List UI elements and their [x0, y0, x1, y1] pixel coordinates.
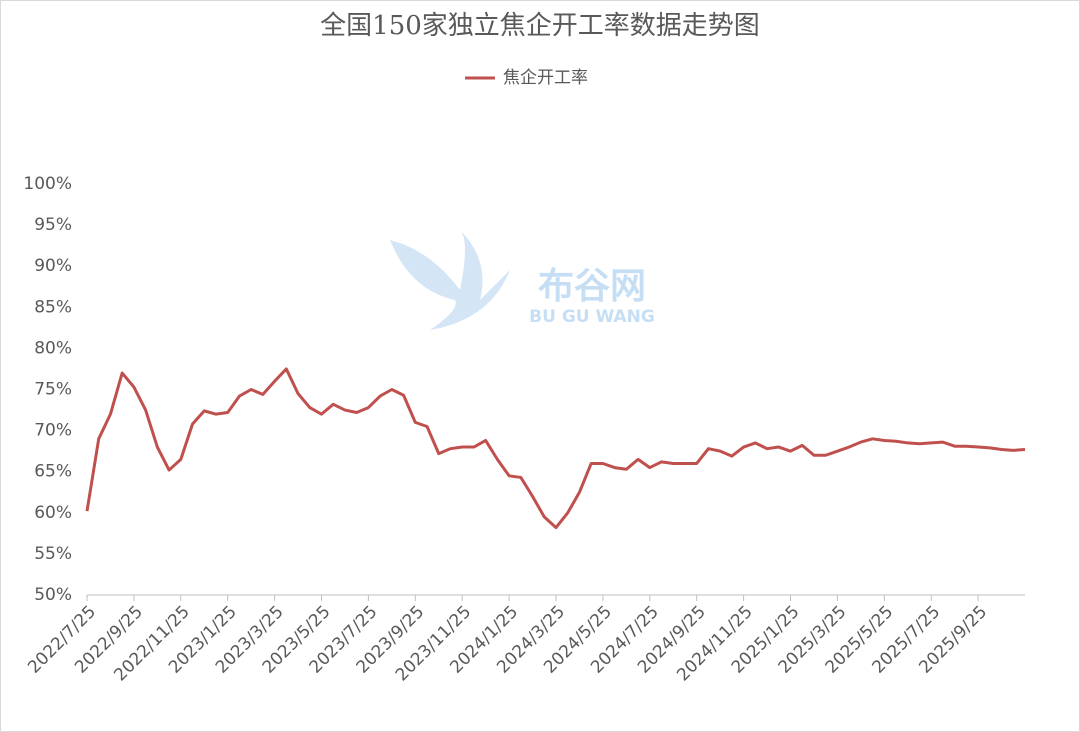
y-tick-label: 75%	[34, 380, 72, 400]
y-tick-label: 80%	[34, 338, 72, 358]
y-tick-label: 65%	[34, 462, 72, 482]
chart-title: 全国150家独立焦企开工率数据走势图	[320, 11, 760, 41]
watermark-logo	[390, 230, 510, 330]
y-tick-label: 100%	[23, 174, 72, 194]
watermark: 布谷网 BU GU WANG	[390, 230, 655, 330]
legend-label: 焦企开工率	[503, 68, 588, 88]
y-tick-label: 50%	[34, 585, 72, 605]
y-tick-label: 70%	[34, 421, 72, 441]
y-tick-label: 95%	[34, 215, 72, 235]
watermark-pinyin: BU GU WANG	[529, 307, 655, 327]
y-tick-label: 90%	[34, 256, 72, 276]
y-tick-label: 60%	[34, 503, 72, 523]
line	[85, 367, 1026, 530]
y-tick-label: 55%	[34, 544, 72, 564]
watermark-name: 布谷网	[538, 266, 646, 307]
y-tick-label: 85%	[34, 297, 72, 317]
